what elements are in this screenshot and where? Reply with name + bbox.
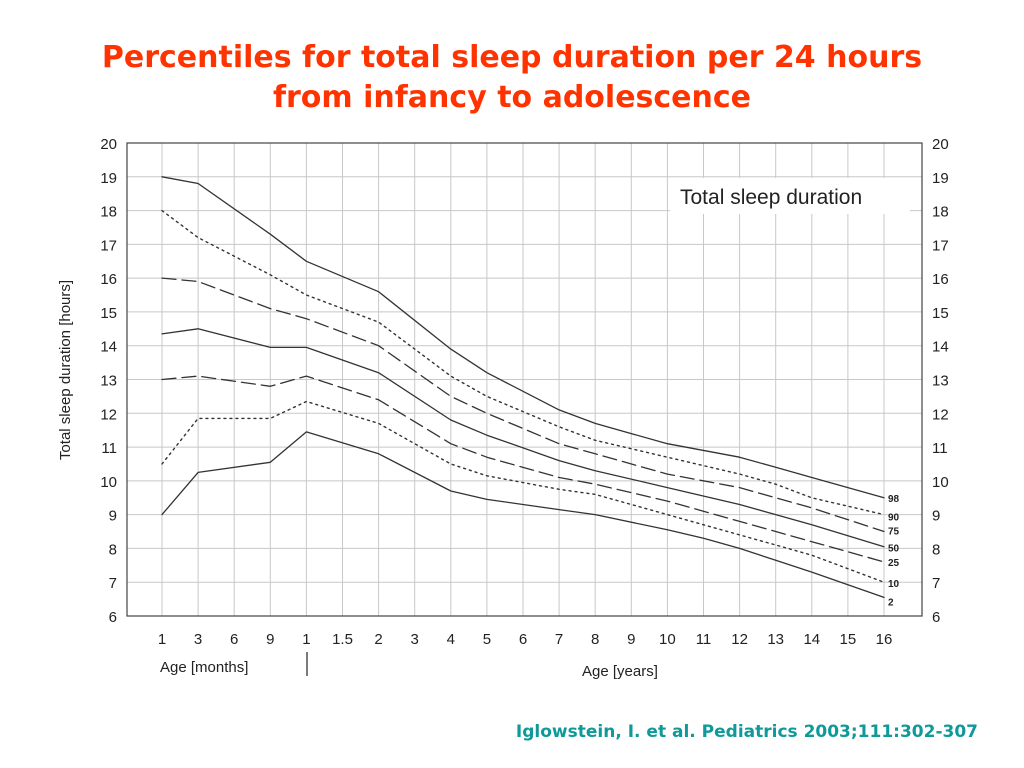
y-tick-label-right: 9: [932, 508, 940, 525]
chart-title-background: [670, 178, 910, 214]
y-tick-label-right: 18: [932, 204, 949, 221]
y-tick-label-left: 10: [100, 474, 117, 491]
x-tick-label: 14: [803, 631, 820, 648]
series-line-p98: [161, 176, 885, 499]
y-tick-label-right: 16: [932, 271, 949, 288]
y-tick-label-left: 6: [109, 609, 117, 626]
series-label-p50: 50: [888, 544, 900, 555]
plot-frame: [126, 142, 923, 617]
y-tick-label-right: 19: [932, 170, 949, 187]
x-tick-label: 10: [659, 631, 676, 648]
y-tick-label-right: 13: [932, 373, 949, 390]
series-line-p25: [161, 375, 885, 563]
x-tick-label: 1: [158, 631, 166, 648]
y-tick-label-left: 18: [100, 204, 117, 221]
y-tick-label-left: 7: [109, 575, 117, 592]
x-tick-label: 2: [374, 631, 382, 648]
y-tick-label-left: 9: [109, 508, 117, 525]
x-tick-label: 13: [767, 631, 784, 648]
x-tick-label: 3: [411, 631, 419, 648]
x-tick-label: 1.5: [332, 631, 353, 648]
y-tick-label-right: 17: [932, 237, 949, 254]
x-tick-label: 9: [627, 631, 635, 648]
y-tick-label-left: 8: [109, 541, 117, 558]
y-tick-label-right: 8: [932, 541, 940, 558]
y-tick-label-left: 16: [100, 271, 117, 288]
x-tick-label: 3: [194, 631, 202, 648]
slide-title: Percentiles for total sleep duration per…: [0, 38, 1024, 118]
series-label-p98: 98: [888, 494, 900, 505]
x-tick-label: 4: [447, 631, 455, 648]
x-axis-label-months: Age [months]: [160, 659, 248, 676]
slide-title-line-2: from infancy to adolescence: [272, 80, 752, 115]
y-tick-label-right: 7: [932, 575, 940, 592]
x-tick-label: 11: [696, 631, 712, 648]
x-tick-label: 7: [555, 631, 563, 648]
x-tick-label: 16: [876, 631, 893, 648]
x-tick-label: 15: [840, 631, 857, 648]
series-label-p25: 25: [888, 558, 900, 569]
x-tick-label: 12: [731, 631, 748, 648]
series-line-p75: [161, 277, 885, 533]
series-line-p50: [161, 328, 885, 548]
y-tick-label-left: 15: [100, 305, 117, 322]
y-tick-label-left: 11: [101, 440, 117, 457]
y-tick-label-right: 6: [932, 609, 940, 626]
y-tick-label-left: 17: [100, 237, 117, 254]
y-tick-label-right: 12: [932, 406, 949, 423]
x-axis-label-years: Age [years]: [582, 663, 658, 680]
y-tick-label-right: 15: [932, 305, 949, 322]
y-axis-label: Total sleep duration [hours]: [57, 280, 74, 460]
slide-title-line-1: Percentiles for total sleep duration per…: [101, 40, 923, 75]
series-line-p90: [161, 209, 885, 516]
series-lines: 98 90 75 50 25 10 2: [161, 176, 900, 608]
grid-lines: [127, 142, 922, 617]
x-tick-label: 8: [591, 631, 599, 648]
axis-labels: Total sleep duration Total sleep duratio…: [57, 178, 910, 680]
y-tick-label-left: 14: [100, 339, 117, 356]
x-tick-label: 6: [230, 631, 238, 648]
y-tick-label-left: 12: [100, 406, 117, 423]
series-line-p2: [161, 431, 885, 599]
y-tick-label-right: 14: [932, 339, 949, 356]
x-tick-label: 1: [302, 631, 310, 648]
y-tick-label-left: 20: [100, 136, 117, 153]
x-tick-label: 5: [483, 631, 491, 648]
citation: Iglowstein, I. et al. Pediatrics 2003;11…: [515, 722, 978, 742]
series-label-p75: 75: [888, 527, 900, 538]
x-tick-label: 9: [266, 631, 274, 648]
y-tick-label-right: 20: [932, 136, 949, 153]
y-tick-label-right: 11: [932, 440, 948, 457]
series-label-p90: 90: [888, 513, 900, 524]
series-label-p10: 10: [888, 579, 900, 590]
series-label-p2: 2: [888, 597, 894, 608]
chart-title: Total sleep duration: [680, 186, 862, 209]
x-tick-label: 6: [519, 631, 527, 648]
y-tick-label-left: 19: [100, 170, 117, 187]
series-line-p10: [161, 400, 885, 583]
y-tick-label-right: 10: [932, 474, 949, 491]
y-tick-label-left: 13: [100, 373, 117, 390]
